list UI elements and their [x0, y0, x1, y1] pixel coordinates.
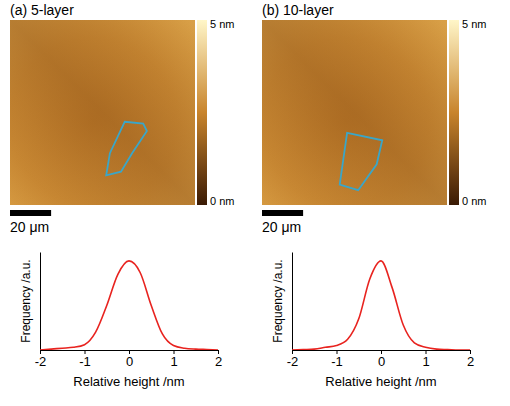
x-tick: -1 — [79, 350, 91, 369]
colorbar — [449, 20, 459, 205]
x-axis: -2 -1 0 1 2 — [287, 350, 474, 369]
x-tick: 0 — [378, 350, 385, 369]
plot-area — [292, 261, 470, 350]
x-tick: -1 — [331, 350, 343, 369]
panel-title: (a) 5-layer — [10, 2, 74, 18]
x-tick: 1 — [422, 350, 429, 369]
afm-texture — [10, 20, 195, 205]
scale-bar — [262, 210, 303, 216]
x-tick-label: -2 — [35, 354, 47, 369]
panel-title: (b) 10-layer — [262, 2, 334, 18]
scale-bar — [10, 210, 51, 216]
flake-outline — [340, 133, 383, 190]
histogram-line — [40, 261, 218, 350]
scale-bar-label: 20 μm — [262, 219, 301, 235]
colorbar-label: 5 nm — [462, 18, 486, 30]
x-tick-label: 2 — [215, 354, 222, 369]
y-axis-title: Frequency /a.u. — [19, 259, 33, 342]
image-panel: (b) 10-layer 0 nm 5 nm 20 μm — [262, 2, 486, 235]
colorbar-label: 0 nm — [462, 195, 486, 207]
figure: (a) 5-layer 0 nm 5 nm 20 μm (b) 10-layer 0 nm… — [0, 0, 510, 406]
colorbar-label: 5 nm — [210, 18, 234, 30]
x-tick: 1 — [170, 350, 177, 369]
x-tick: -2 — [35, 350, 47, 369]
x-tick-label: 0 — [378, 354, 385, 369]
x-tick: 2 — [467, 350, 474, 369]
x-tick-label: -2 — [287, 354, 299, 369]
afm-image — [262, 20, 447, 205]
plot-area — [40, 261, 218, 350]
x-axis-title: Relative height /nm — [325, 374, 436, 389]
y-axis-line — [40, 253, 41, 351]
x-tick-label: 1 — [422, 354, 429, 369]
afm-texture — [262, 20, 447, 205]
x-tick: 2 — [215, 350, 222, 369]
colorbar — [197, 20, 207, 205]
x-tick: 0 — [126, 350, 133, 369]
y-axis — [40, 253, 41, 351]
y-axis-title: Frequency /a.u. — [271, 259, 285, 342]
y-axis — [292, 253, 293, 351]
x-axis-title: Relative height /nm — [73, 374, 184, 389]
histogram-chart: -2 -1 0 1 2 Relative height /nm Frequency /a.u… — [271, 253, 474, 390]
x-tick-label: -1 — [79, 354, 91, 369]
image-panel: (a) 5-layer 0 nm 5 nm 20 μm — [10, 2, 234, 235]
x-tick: -2 — [287, 350, 299, 369]
afm-image — [10, 20, 195, 205]
x-tick-label: 0 — [126, 354, 133, 369]
x-tick-label: 2 — [467, 354, 474, 369]
colorbar-label: 0 nm — [210, 195, 234, 207]
flake-outline — [106, 122, 147, 176]
x-tick-label: 1 — [170, 354, 177, 369]
x-tick-label: -1 — [331, 354, 343, 369]
x-axis: -2 -1 0 1 2 — [35, 350, 222, 369]
histogram-chart: -2 -1 0 1 2 Relative height /nm Frequency /a.u… — [19, 253, 222, 390]
scale-bar-label: 20 μm — [10, 219, 49, 235]
histogram-line — [292, 261, 470, 350]
y-axis-line — [292, 253, 293, 351]
